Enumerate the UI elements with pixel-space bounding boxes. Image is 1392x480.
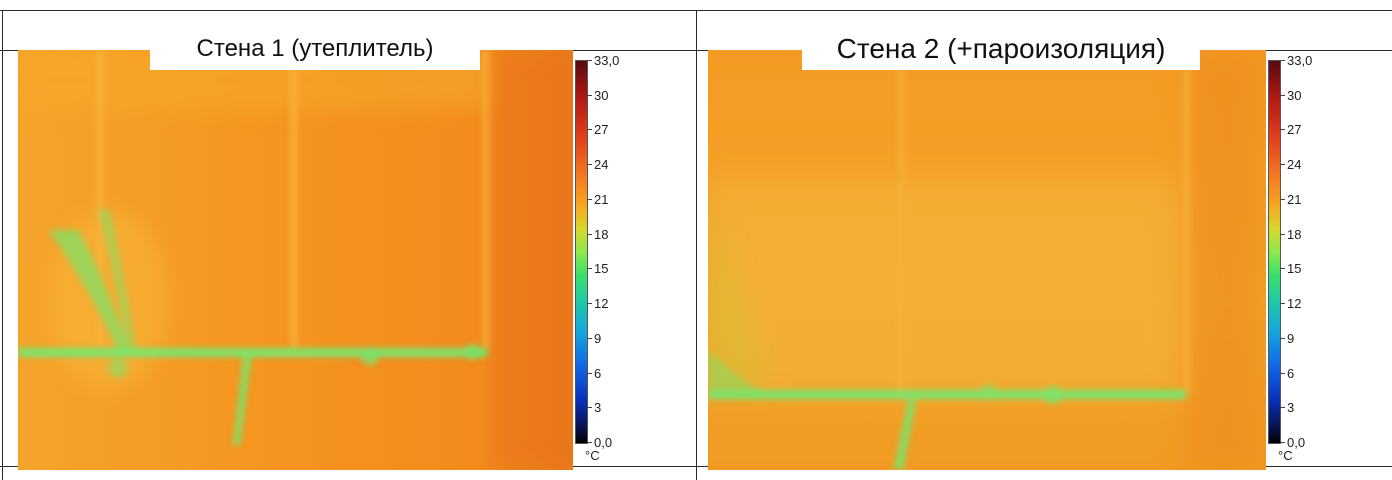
scale-tick [1280, 268, 1285, 270]
color-scale-bar-2 [1268, 60, 1281, 444]
panel-title-wall-1: Стена 1 (утеплитель) [150, 28, 480, 70]
scale-tick-label: 12 [1287, 296, 1302, 312]
scale-tick [1280, 198, 1285, 200]
scale-tick-label: 24 [1287, 157, 1302, 173]
thermal-panel-wall-2: 33,0 30 27 24 21 18 15 12 9 6 3 0,0 °C [708, 50, 1388, 470]
scale-tick [587, 129, 592, 131]
table-border-left [2, 10, 3, 480]
scale-tick-label: 0,0 [1287, 435, 1306, 450]
scale-tick-label: 12 [594, 296, 609, 312]
scale-tick-label: 33,0 [1287, 53, 1313, 68]
scale-tick [587, 303, 592, 305]
scale-tick-label: 9 [1287, 330, 1295, 346]
scale-tick [1280, 303, 1285, 305]
scale-tick [1280, 60, 1285, 61]
scale-tick-label: 21 [1287, 191, 1302, 207]
temperature-scale-2: 33,0 30 27 24 21 18 15 12 9 6 3 0,0 °C [1266, 50, 1376, 470]
scale-tick [1280, 407, 1285, 409]
scale-tick-label: 15 [1287, 261, 1302, 277]
thermal-panel-wall-1: 33,0 30 27 24 21 18 15 12 9 6 3 0,0 °C [18, 50, 698, 470]
scale-tick [1280, 442, 1285, 443]
color-scale-bar-1 [575, 60, 588, 444]
panel-title-wall-2: Стена 2 (+пароизоляция) [802, 28, 1200, 70]
thermogram-wall-1 [18, 50, 573, 470]
scale-tick-label: 3 [594, 400, 602, 416]
scale-tick [1280, 129, 1285, 131]
scale-tick-label: 0,0 [594, 435, 613, 450]
scale-tick [587, 268, 592, 270]
scale-tick [587, 337, 592, 339]
scale-tick [1280, 233, 1285, 235]
scale-tick [1280, 164, 1285, 166]
unit-label-2: °C [1278, 448, 1293, 463]
table-divider-center [696, 10, 697, 480]
scale-tick-label: 9 [594, 330, 602, 346]
scale-tick-label: 27 [594, 122, 609, 138]
temperature-scale-1: 33,0 30 27 24 21 18 15 12 9 6 3 0,0 °C [573, 50, 683, 470]
unit-label-1: °C [585, 448, 600, 463]
scale-tick-label: 21 [594, 191, 609, 207]
thermogram-wall-1-image [18, 50, 573, 470]
scale-tick-label: 18 [1287, 226, 1302, 242]
scale-tick-label: 27 [1287, 122, 1302, 138]
scale-tick-label: 30 [594, 87, 609, 103]
scale-tick [587, 233, 592, 235]
scale-tick [1280, 94, 1285, 96]
scale-tick [1280, 372, 1285, 374]
scale-tick [587, 164, 592, 166]
thermogram-wall-2 [708, 50, 1266, 470]
scale-tick-label: 6 [594, 365, 602, 381]
scale-tick-label: 33,0 [594, 53, 620, 68]
scale-tick [1280, 337, 1285, 339]
scale-tick [587, 94, 592, 96]
scale-tick-label: 30 [1287, 87, 1302, 103]
scale-tick-label: 6 [1287, 365, 1295, 381]
scale-tick-label: 18 [594, 226, 609, 242]
scale-tick-label: 15 [594, 261, 609, 277]
thermogram-wall-2-image [708, 50, 1266, 470]
scale-tick [587, 407, 592, 409]
scale-tick [587, 198, 592, 200]
scale-tick [587, 372, 592, 374]
scale-tick-label: 3 [1287, 400, 1295, 416]
scale-tick [587, 60, 592, 61]
scale-tick [587, 442, 592, 443]
scale-tick-label: 24 [594, 157, 609, 173]
